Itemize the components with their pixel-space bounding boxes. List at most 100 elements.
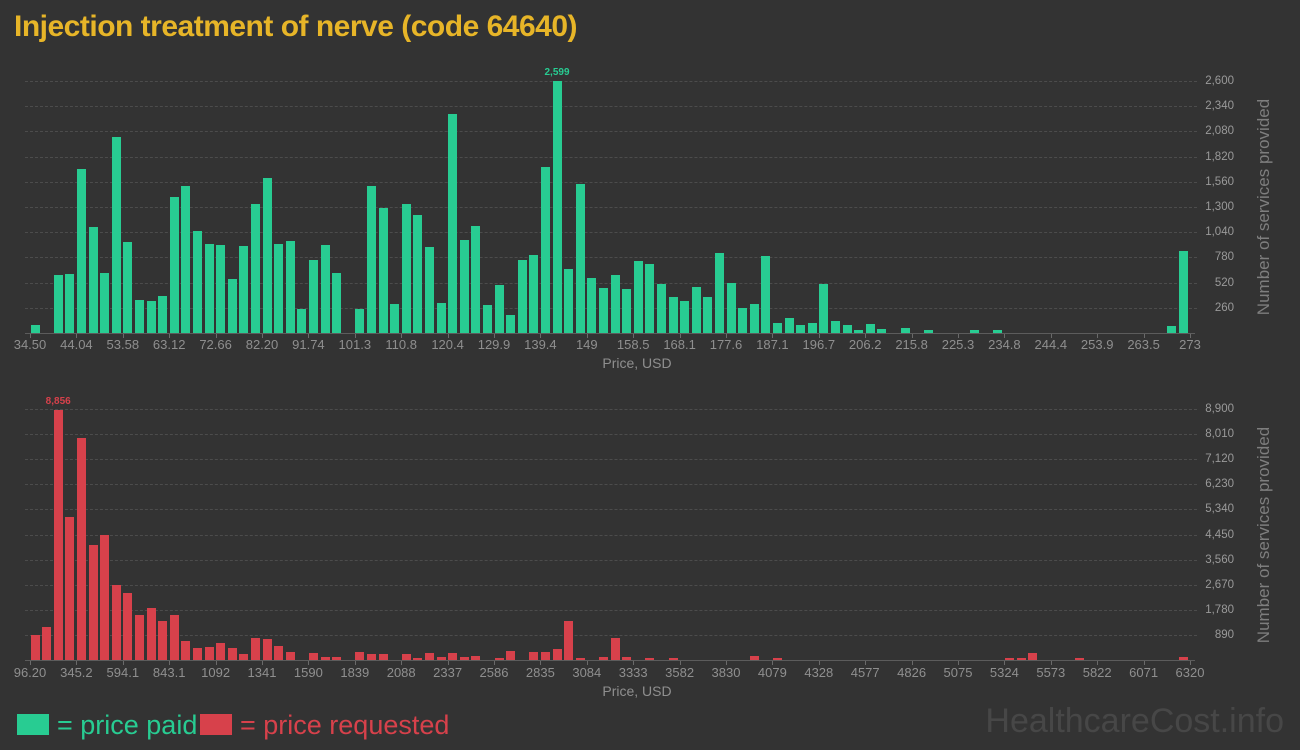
bar <box>181 641 191 660</box>
x-tick-label: 168.1 <box>663 337 696 352</box>
bar <box>494 284 504 333</box>
x-tick-mark <box>76 334 78 338</box>
bar <box>169 614 179 660</box>
bar <box>401 204 411 333</box>
bar <box>633 261 643 333</box>
bar <box>656 283 666 333</box>
bar <box>366 654 376 660</box>
x-tick-mark <box>540 334 542 338</box>
bar <box>413 657 423 660</box>
x-tick-label: 2088 <box>386 665 416 680</box>
x-tick-label: 5324 <box>989 665 1019 680</box>
x-tick-mark <box>679 334 681 338</box>
x-tick-label: 4577 <box>850 665 880 680</box>
x-tick-mark <box>401 661 403 665</box>
x-tick-mark <box>911 334 913 338</box>
bar <box>691 287 701 333</box>
x-tick-mark <box>633 661 635 665</box>
bar <box>134 614 144 660</box>
x-tick-label: 53.58 <box>106 337 140 352</box>
bar <box>459 656 469 660</box>
x-tick-mark <box>215 661 217 665</box>
bar <box>993 329 1003 333</box>
x-tick-mark <box>586 334 588 338</box>
peak-value-label: 8,856 <box>45 396 71 408</box>
x-tick-mark <box>169 334 171 338</box>
bar <box>192 231 202 333</box>
bar <box>88 544 98 660</box>
bar <box>88 226 98 333</box>
x-tick-mark <box>308 334 310 338</box>
bar <box>308 652 318 660</box>
bar <box>830 321 840 333</box>
x-tick-mark <box>30 334 31 338</box>
x-tick-mark <box>30 661 31 665</box>
grid-line <box>25 257 1197 259</box>
x-tick-label: 594.1 <box>106 665 140 680</box>
y-tick-label: 260 <box>1214 301 1234 314</box>
x-axis-title: Price, USD <box>602 683 672 699</box>
bar <box>471 226 481 333</box>
bar <box>587 277 597 333</box>
bar <box>772 658 782 660</box>
x-tick-mark <box>354 334 356 338</box>
y-tick-label: 8,900 <box>1205 403 1234 415</box>
bar <box>134 300 144 333</box>
bar <box>668 297 678 333</box>
x-tick-mark <box>1050 334 1052 338</box>
x-tick-label: 158.5 <box>616 337 650 352</box>
x-tick-label: 139.4 <box>524 337 557 352</box>
x-tick-label: 5573 <box>1036 665 1066 680</box>
y-tick-label: 6,230 <box>1205 478 1234 491</box>
bar <box>100 272 110 333</box>
x-tick-mark <box>494 334 495 338</box>
bar <box>552 649 562 660</box>
bar <box>146 608 156 660</box>
grid-line <box>25 131 1197 133</box>
bar <box>506 314 516 333</box>
x-tick-label: 129.9 <box>477 337 511 352</box>
grid-line <box>25 484 1197 486</box>
x-tick-label: 215.8 <box>895 337 928 352</box>
x-tick-label: 263.5 <box>1127 337 1160 352</box>
bar <box>564 621 574 660</box>
x-axis-title: Price, USD <box>602 355 672 371</box>
bar <box>30 325 40 333</box>
bar <box>970 329 980 333</box>
bar <box>227 648 237 660</box>
bar <box>53 274 63 333</box>
x-tick-label: 4328 <box>804 665 834 680</box>
bar <box>123 242 133 333</box>
x-tick-label: 187.1 <box>756 337 789 352</box>
x-tick-mark <box>1097 661 1099 665</box>
bar <box>355 651 365 660</box>
bar <box>76 169 86 333</box>
bar <box>320 244 330 333</box>
x-tick-mark <box>772 334 774 338</box>
bar <box>227 279 237 333</box>
x-tick-mark <box>1143 334 1145 338</box>
bar <box>749 303 759 333</box>
bar <box>401 654 411 660</box>
x-tick-mark <box>1190 661 1191 665</box>
bar <box>274 645 284 660</box>
bar <box>146 301 156 333</box>
bar <box>529 255 539 333</box>
grid-line <box>25 409 1197 410</box>
x-tick-mark <box>447 661 449 665</box>
bar <box>1004 658 1014 660</box>
bar <box>366 185 376 333</box>
x-tick-mark <box>447 334 449 338</box>
x-tick-label: 44.04 <box>60 337 93 352</box>
bar <box>865 323 875 333</box>
x-tick-mark <box>1050 661 1052 665</box>
grid-line <box>25 181 1197 183</box>
bar <box>250 637 260 660</box>
bar <box>378 654 388 660</box>
x-tick-mark <box>1004 661 1006 665</box>
x-tick-mark <box>958 661 959 665</box>
bar <box>680 301 690 333</box>
bar <box>355 308 365 333</box>
bar <box>192 647 202 660</box>
